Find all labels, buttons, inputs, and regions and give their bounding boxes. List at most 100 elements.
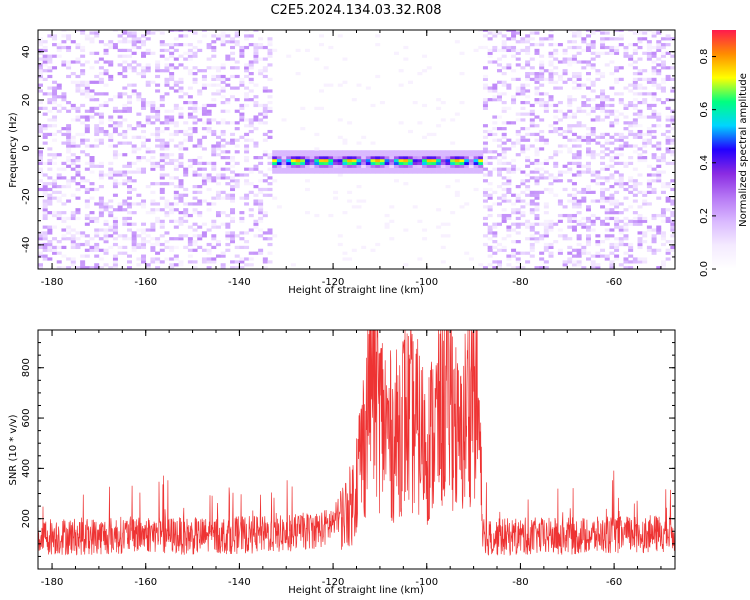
heatmap-cell (234, 234, 240, 238)
heatmap-cell (192, 222, 198, 226)
heatmap-cell (56, 153, 62, 157)
heatmap-cell (126, 190, 132, 194)
heatmap-cell (98, 184, 104, 189)
heatmap-cell (618, 144, 624, 148)
heatmap-cell (525, 37, 531, 41)
heatmap-cell (192, 106, 198, 110)
heatmap-cell (393, 156, 399, 160)
heatmap-cell (145, 138, 151, 142)
heatmap-cell (122, 179, 128, 183)
heatmap-cell (131, 34, 137, 38)
heatmap-cell (557, 43, 563, 47)
heatmap-cell (482, 190, 488, 194)
heatmap-cell (651, 216, 657, 221)
heatmap-cell (286, 164, 292, 168)
heatmap-cell (290, 153, 296, 157)
heatmap-cell (159, 219, 165, 223)
heatmap-cell (56, 216, 62, 221)
heatmap-cell (281, 118, 287, 122)
heatmap-cell (375, 158, 381, 163)
heatmap-cell (482, 156, 488, 160)
heatmap-cell (155, 144, 161, 148)
heatmap-cell (141, 245, 147, 250)
heatmap-cell (590, 138, 596, 142)
heatmap-cell (155, 216, 161, 221)
heatmap-cell (436, 156, 442, 160)
heatmap-cell (487, 31, 493, 35)
heatmap-cell (590, 57, 596, 61)
heatmap-cell (47, 248, 53, 252)
heatmap-cell (384, 161, 390, 166)
heatmap-cell (141, 237, 147, 241)
heatmap-cell (248, 77, 254, 81)
heatmap-cell (323, 156, 329, 160)
heatmap-cell (539, 66, 545, 70)
heatmap-cell (70, 216, 76, 221)
heatmap-cell (482, 234, 488, 238)
heatmap-cell (618, 228, 624, 232)
heatmap-cell (586, 170, 591, 174)
heatmap-cell (393, 179, 399, 183)
heatmap-cell (94, 34, 100, 38)
heatmap-cell (98, 115, 104, 119)
heatmap-cell (201, 248, 207, 252)
heatmap-cell (230, 37, 236, 41)
heatmap-cell (529, 190, 535, 194)
heatmap-cell (515, 141, 521, 145)
heatmap-cell (478, 30, 484, 32)
heatmap-cell (323, 150, 329, 154)
heatmap-cell (98, 228, 104, 232)
heatmap-cell (586, 240, 591, 244)
heatmap-cell (623, 222, 629, 226)
heatmap-cell (576, 86, 582, 90)
heatmap-cell (290, 263, 296, 267)
heatmap-cell (450, 141, 456, 145)
heatmap-cell (581, 266, 587, 269)
heatmap-cell (637, 37, 643, 41)
heatmap-cell (253, 57, 259, 61)
heatmap-cell (122, 237, 128, 241)
heatmap-cell (454, 112, 460, 116)
heatmap-cell (145, 80, 151, 84)
heatmap-cell (108, 161, 114, 166)
heatmap-cell (656, 158, 662, 163)
heatmap-cell (646, 132, 652, 137)
heatmap-cell (618, 138, 624, 142)
heatmap-cell (614, 179, 620, 183)
heatmap-cell (651, 80, 657, 84)
heatmap-cell (646, 248, 652, 252)
heatmap-cell (225, 248, 231, 252)
heatmap-cell (628, 242, 634, 247)
heatmap-cell (211, 176, 217, 180)
heatmap-cell (117, 251, 123, 255)
heatmap-cell (159, 187, 165, 192)
heatmap-cell (112, 257, 118, 261)
heatmap-cell (47, 187, 53, 192)
heatmap-cell (586, 30, 591, 32)
heatmap-cell (136, 72, 142, 76)
heatmap-cell (38, 266, 43, 269)
heatmap-cell (632, 150, 638, 154)
heatmap-cell (262, 115, 268, 119)
heatmap-cell (506, 86, 512, 90)
heatmap-cell (637, 245, 643, 250)
heatmap-cell (534, 153, 540, 157)
heatmap-cell (201, 103, 207, 108)
heatmap-cell (94, 132, 100, 137)
heatmap-cell (84, 153, 90, 157)
heatmap-cell (646, 141, 652, 145)
heatmap-cell (506, 228, 512, 232)
heatmap-cell (169, 161, 175, 166)
heatmap-cell (618, 231, 624, 235)
heatmap-cell (84, 254, 90, 258)
heatmap-cell (122, 118, 128, 122)
heatmap-cell (445, 234, 451, 238)
heatmap-cell (618, 92, 624, 96)
heatmap-cell (262, 109, 268, 113)
heatmap-cell (66, 109, 72, 113)
heatmap-cell (201, 147, 207, 151)
heatmap-cell (501, 48, 507, 53)
heatmap-cell (351, 156, 357, 160)
heatmap-cell (543, 266, 549, 269)
heatmap-cell (122, 164, 128, 168)
